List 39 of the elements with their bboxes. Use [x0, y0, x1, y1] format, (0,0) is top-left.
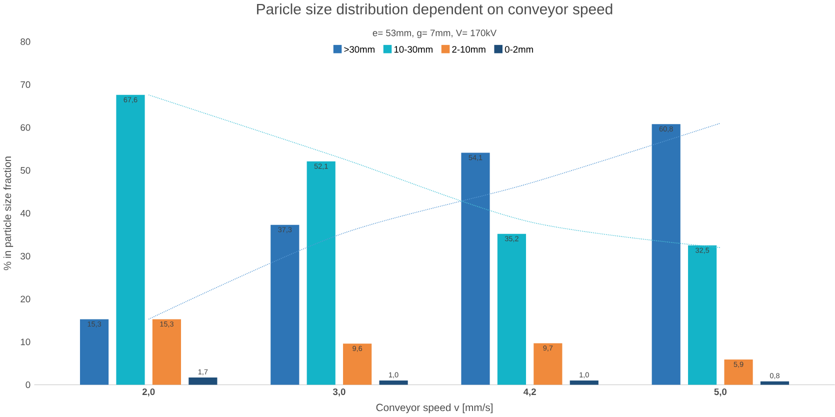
- y-tick-label: 50: [20, 167, 30, 174]
- y-tick-label: 40: [20, 210, 30, 217]
- x-tick-label: 4,2: [524, 388, 536, 397]
- y-tick-label: 0: [26, 382, 30, 388]
- bar: [497, 234, 526, 385]
- bar: [724, 360, 753, 385]
- y-tick-label: 70: [20, 81, 30, 88]
- chart-title: Paricle size distribution dependent on conveyor speed: [257, 4, 612, 18]
- legend-label: 0-2mm: [504, 46, 533, 53]
- bar: [760, 382, 790, 385]
- bar: [534, 343, 562, 385]
- bar: [652, 124, 680, 385]
- bar: [80, 319, 109, 385]
- line-series: [148, 94, 721, 248]
- y-tick-label: 30: [20, 253, 30, 260]
- x-tick-label: 3,0: [332, 388, 346, 397]
- bar: [116, 95, 145, 385]
- y-tick-label: 60: [20, 124, 30, 131]
- bar: [570, 380, 598, 385]
- y-tick-label: 80: [20, 38, 30, 46]
- x-tick-label: 5,0: [714, 388, 727, 397]
- legend-label: 10-30mm: [394, 46, 432, 53]
- bar: [343, 344, 372, 385]
- bar: [461, 152, 490, 385]
- x-axis-title: Conveyor speed v [mm/s]: [376, 404, 492, 414]
- bar: [306, 162, 336, 385]
- y-axis-title: % in particle size fraction: [3, 156, 14, 270]
- bar: [379, 380, 408, 385]
- bar: [152, 319, 182, 385]
- legend-label: 2-10mm: [452, 46, 486, 53]
- chart-subtitle: e= 53mm, g= 7mm, V= 170kV: [372, 30, 497, 38]
- y-tick-label: 20: [20, 296, 30, 303]
- line-series: [148, 122, 721, 320]
- bar: [270, 225, 300, 385]
- bar: [688, 246, 717, 385]
- x-tick-label: 2,0: [142, 388, 155, 397]
- y-tick-label: 10: [20, 338, 30, 346]
- bar: [188, 378, 218, 385]
- legend-label: >30mm: [344, 46, 374, 53]
